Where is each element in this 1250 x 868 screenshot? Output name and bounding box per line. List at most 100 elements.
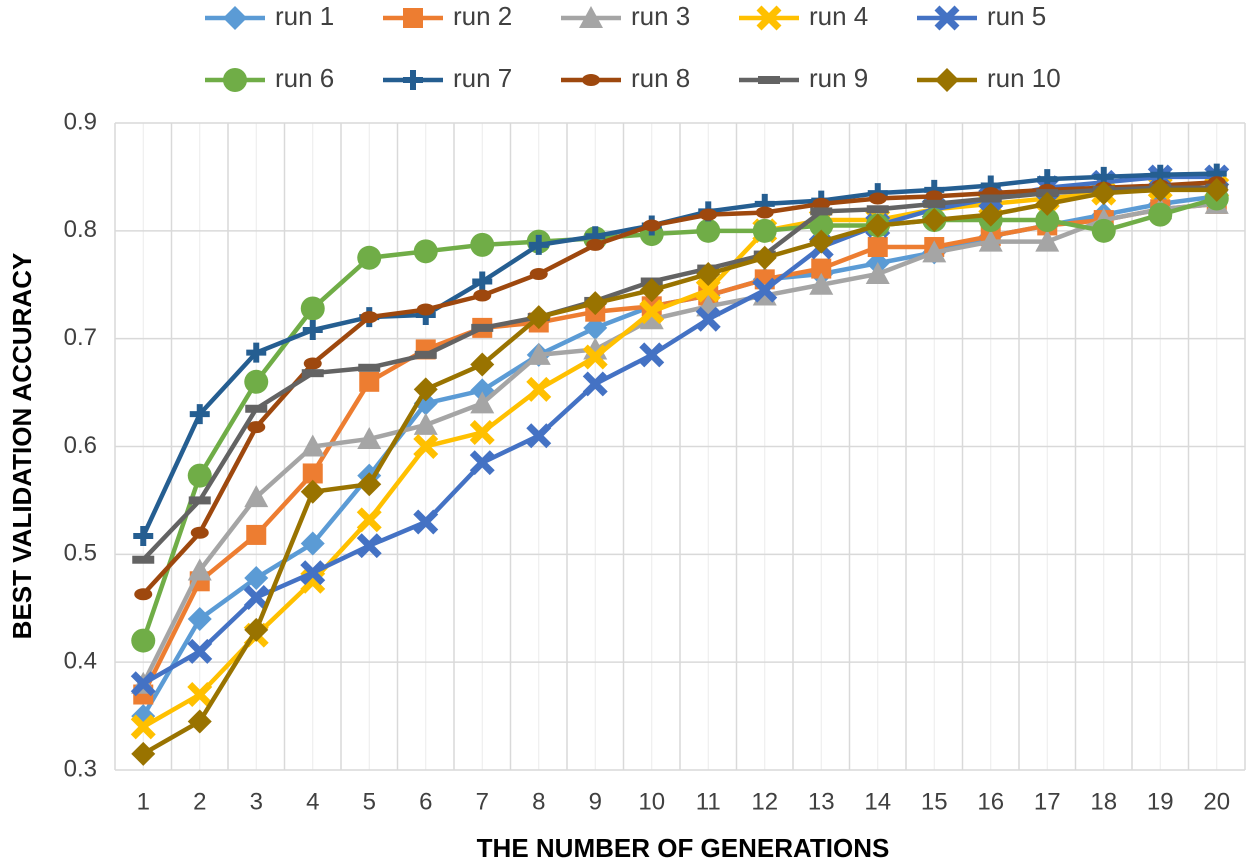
marker xyxy=(302,463,323,484)
marker xyxy=(583,315,608,340)
legend-label: run 10 xyxy=(987,63,1061,93)
marker xyxy=(360,311,379,324)
marker xyxy=(755,206,774,219)
legend-label: run 2 xyxy=(453,1,512,31)
marker xyxy=(978,229,1003,252)
marker xyxy=(132,555,155,564)
marker xyxy=(187,638,213,664)
marker xyxy=(695,277,721,303)
marker xyxy=(1091,181,1116,206)
y-tick-label: 0.9 xyxy=(64,108,97,135)
legend-label: run 8 xyxy=(631,63,690,93)
y-tick-label: 0.5 xyxy=(64,540,97,567)
x-tick-label: 11 xyxy=(696,788,721,815)
marker xyxy=(244,617,269,642)
marker xyxy=(529,267,548,280)
marker xyxy=(526,342,551,365)
x-tick-label: 8 xyxy=(532,788,545,815)
marker xyxy=(190,526,209,539)
marker xyxy=(469,450,495,476)
marker xyxy=(131,628,156,653)
x-tick-label: 17 xyxy=(1034,788,1061,815)
y-tick-label: 0.3 xyxy=(64,755,97,782)
x-tick-label: 4 xyxy=(306,788,319,815)
y-tick-label: 0.8 xyxy=(64,216,97,243)
marker xyxy=(300,479,325,504)
marker xyxy=(1091,218,1116,243)
x-tick-label: 14 xyxy=(864,788,891,815)
marker xyxy=(300,531,325,556)
marker xyxy=(809,213,834,238)
marker xyxy=(758,76,780,84)
x-tick-label: 20 xyxy=(1203,788,1230,815)
marker xyxy=(1148,202,1173,227)
marker xyxy=(866,205,889,214)
marker xyxy=(187,558,212,581)
marker xyxy=(526,376,552,402)
marker xyxy=(934,5,960,31)
marker xyxy=(403,8,423,28)
marker xyxy=(243,584,269,610)
marker xyxy=(865,261,890,284)
marker xyxy=(187,463,212,488)
legend-label: run 7 xyxy=(453,63,512,93)
y-tick-label: 0.6 xyxy=(64,432,97,459)
marker xyxy=(470,232,495,257)
marker xyxy=(416,303,435,316)
marker xyxy=(752,218,777,243)
x-tick-label: 10 xyxy=(638,788,665,815)
x-tick-label: 2 xyxy=(193,788,206,815)
marker xyxy=(413,412,438,435)
marker xyxy=(639,299,665,325)
x-tick-label: 19 xyxy=(1147,788,1174,815)
marker xyxy=(868,192,887,205)
marker xyxy=(922,208,947,233)
legend-label: run 4 xyxy=(809,1,868,31)
marker xyxy=(582,371,608,397)
marker xyxy=(413,377,438,402)
marker xyxy=(865,213,890,238)
marker xyxy=(472,271,493,292)
marker xyxy=(923,199,946,208)
x-axis-title: THE NUMBER OF GENERATIONS xyxy=(477,833,890,863)
marker xyxy=(470,352,495,377)
legend-label: run 1 xyxy=(275,1,334,31)
marker xyxy=(134,588,153,601)
marker xyxy=(699,208,718,221)
marker xyxy=(356,507,382,533)
marker xyxy=(301,369,324,378)
marker xyxy=(696,261,721,286)
marker xyxy=(811,258,832,279)
marker xyxy=(187,682,213,707)
marker xyxy=(247,421,266,434)
marker xyxy=(696,218,721,243)
marker xyxy=(979,194,1002,203)
marker xyxy=(922,240,947,263)
marker xyxy=(978,202,1003,227)
marker xyxy=(130,671,156,697)
marker xyxy=(188,496,211,505)
marker xyxy=(302,320,323,341)
marker xyxy=(223,6,247,30)
marker xyxy=(752,245,777,270)
marker xyxy=(356,533,382,559)
marker xyxy=(935,68,959,92)
marker xyxy=(223,68,247,92)
line xyxy=(141,201,1217,685)
marker xyxy=(300,560,326,586)
x-tick-label: 12 xyxy=(751,788,778,815)
y-tick-label: 0.7 xyxy=(64,324,97,351)
marker xyxy=(130,714,156,740)
series xyxy=(131,177,1229,766)
marker xyxy=(300,296,325,321)
marker xyxy=(583,291,608,316)
marker xyxy=(133,526,154,547)
marker xyxy=(582,74,600,86)
marker xyxy=(526,305,551,330)
legend-label: run 9 xyxy=(809,63,868,93)
marker xyxy=(413,509,439,535)
marker xyxy=(639,278,664,303)
x-tick-label: 3 xyxy=(250,788,263,815)
marker xyxy=(1204,177,1229,202)
